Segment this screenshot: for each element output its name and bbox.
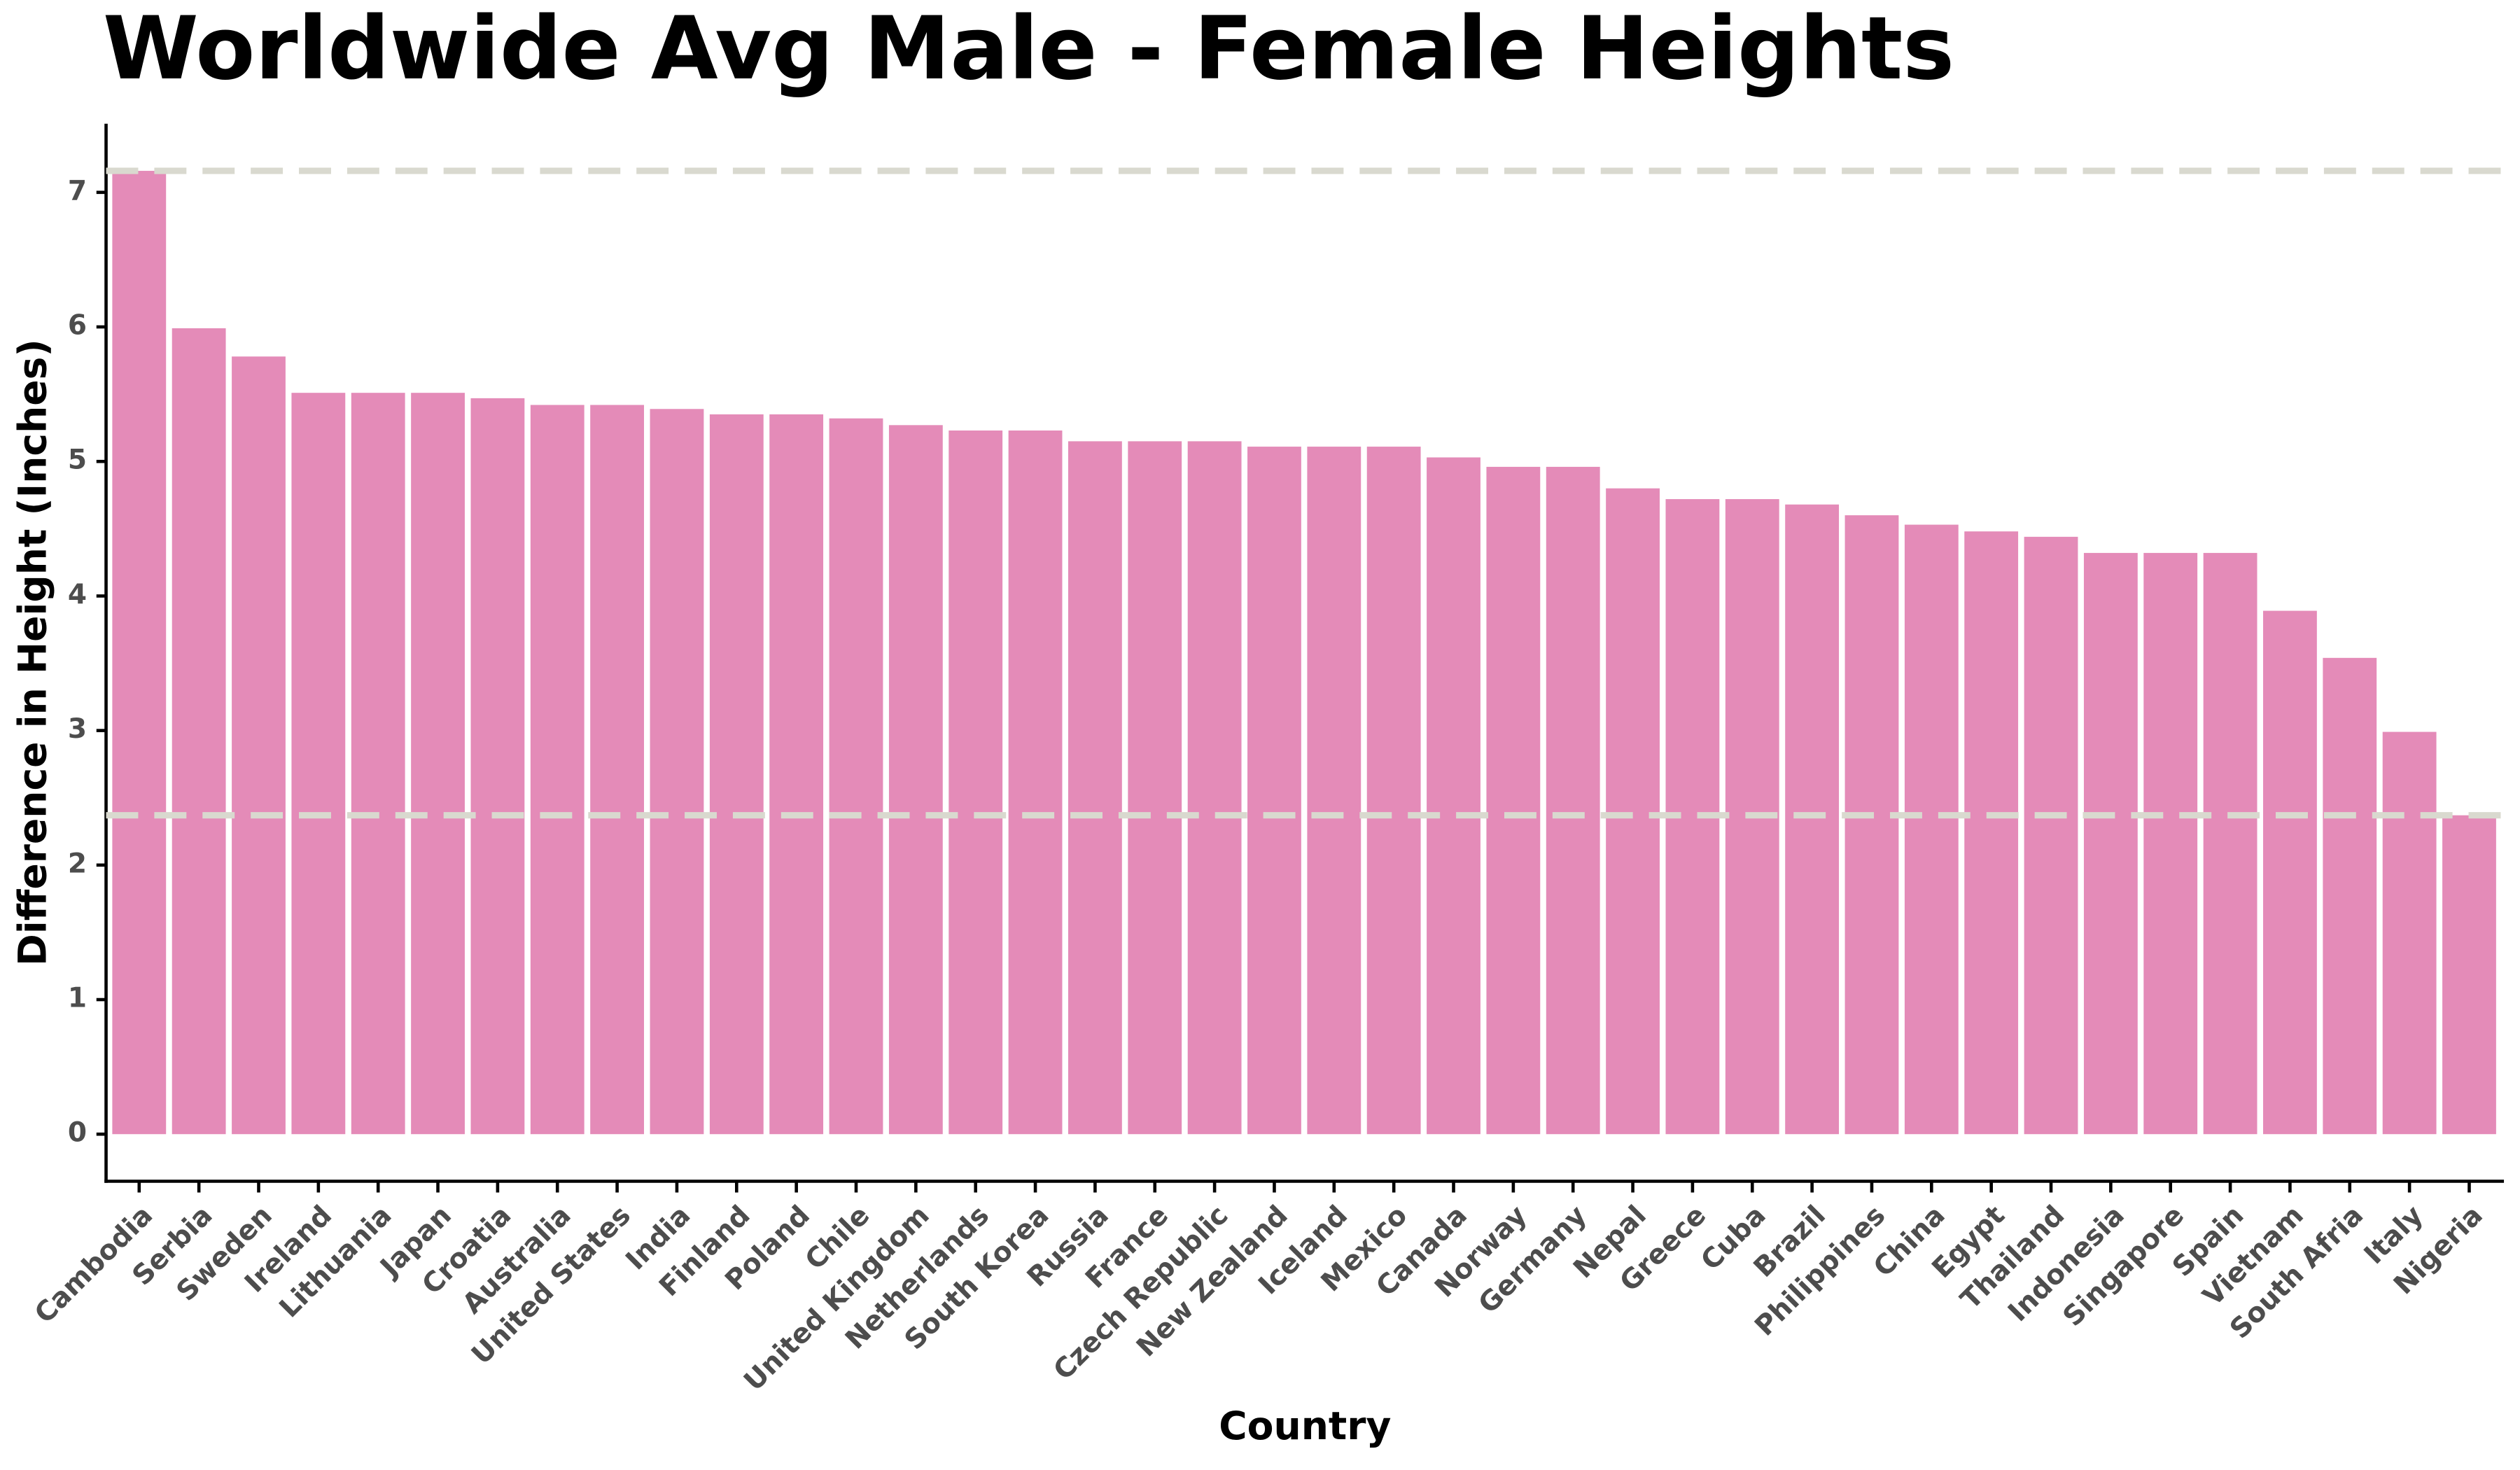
bar xyxy=(2442,815,2496,1135)
bar xyxy=(351,393,405,1135)
y-tick-label: 5 xyxy=(68,444,87,476)
bar xyxy=(829,418,883,1135)
bar xyxy=(411,393,465,1135)
y-tick-label: 4 xyxy=(68,579,87,610)
x-axis-title: Country xyxy=(1219,1404,1391,1448)
bar xyxy=(1427,457,1480,1135)
bar xyxy=(2382,732,2437,1135)
bar xyxy=(1904,524,1959,1135)
bar xyxy=(530,405,584,1135)
bar xyxy=(709,414,764,1135)
bar xyxy=(2203,552,2258,1135)
y-tick-label: 7 xyxy=(68,175,87,206)
y-tick-label: 3 xyxy=(68,713,87,745)
bar xyxy=(291,393,346,1135)
bar xyxy=(1366,447,1421,1135)
bar xyxy=(1606,488,1660,1135)
y-tick-label: 1 xyxy=(68,983,87,1014)
bar xyxy=(470,398,525,1135)
bar xyxy=(1128,441,1182,1135)
bar xyxy=(2143,552,2198,1135)
bar xyxy=(1844,515,1899,1135)
bar xyxy=(172,328,226,1135)
bar xyxy=(650,409,704,1135)
y-tick-label: 2 xyxy=(68,848,87,879)
bar xyxy=(2024,536,2078,1135)
bar xyxy=(1486,466,1541,1135)
bar xyxy=(1785,504,1840,1135)
bar xyxy=(1964,531,2019,1135)
bar xyxy=(232,356,286,1135)
bar xyxy=(2083,552,2138,1135)
bar xyxy=(112,171,167,1135)
bar xyxy=(1546,466,1600,1135)
chart-title: Worldwide Avg Male - Female Heights xyxy=(103,0,1954,99)
bar xyxy=(1247,447,1301,1135)
bar xyxy=(1307,447,1362,1135)
bar xyxy=(769,414,824,1135)
bar xyxy=(1187,441,1242,1135)
y-tick-label: 6 xyxy=(68,310,87,342)
y-axis-title: Difference in Height (Inches) xyxy=(10,339,55,966)
bar xyxy=(2263,610,2317,1135)
bar xyxy=(1008,430,1063,1135)
bar xyxy=(1068,441,1122,1135)
bar xyxy=(590,405,645,1135)
y-tick-label: 0 xyxy=(68,1117,87,1149)
bar xyxy=(948,430,1003,1135)
bar xyxy=(888,425,943,1135)
bar xyxy=(2323,657,2377,1135)
